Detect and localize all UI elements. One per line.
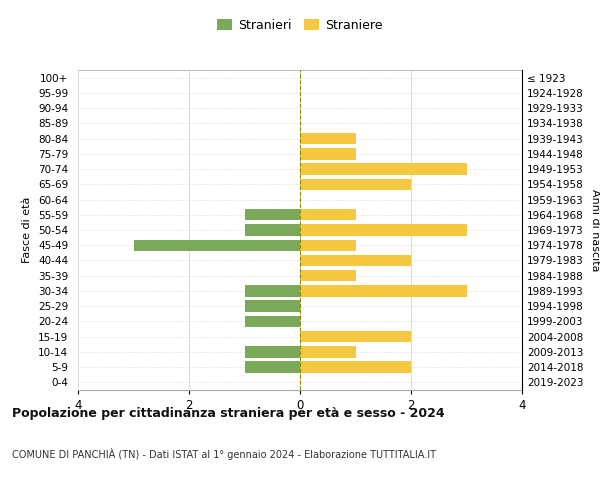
Bar [300, 285, 467, 296]
Y-axis label: Fasce di età: Fasce di età [22, 197, 32, 263]
Bar [245, 285, 300, 296]
Bar [300, 255, 411, 266]
Text: Popolazione per cittadinanza straniera per età e sesso - 2024: Popolazione per cittadinanza straniera p… [12, 408, 445, 420]
Bar [300, 133, 356, 144]
Bar [133, 240, 300, 251]
Bar [300, 240, 356, 251]
Bar [300, 362, 411, 373]
Bar [300, 331, 411, 342]
Bar [245, 316, 300, 327]
Legend: Stranieri, Straniere: Stranieri, Straniere [217, 18, 383, 32]
Bar [245, 224, 300, 235]
Text: COMUNE DI PANCHIÀ (TN) - Dati ISTAT al 1° gennaio 2024 - Elaborazione TUTTITALIA: COMUNE DI PANCHIÀ (TN) - Dati ISTAT al 1… [12, 448, 436, 460]
Bar [300, 178, 411, 190]
Bar [300, 164, 467, 175]
Bar [245, 362, 300, 373]
Bar [300, 224, 467, 235]
Y-axis label: Anni di nascita: Anni di nascita [590, 188, 600, 271]
Bar [245, 346, 300, 358]
Bar [300, 346, 356, 358]
Bar [300, 270, 356, 281]
Bar [300, 209, 356, 220]
Bar [245, 209, 300, 220]
Bar [300, 148, 356, 160]
Bar [245, 300, 300, 312]
